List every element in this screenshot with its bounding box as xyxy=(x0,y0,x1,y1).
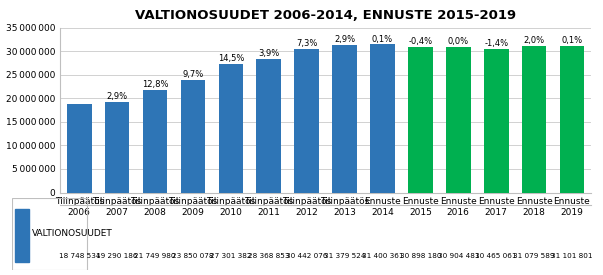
Text: -0,4%: -0,4% xyxy=(408,37,432,46)
Bar xyxy=(294,49,319,192)
Text: 2,0%: 2,0% xyxy=(523,36,545,45)
Text: 2,9%: 2,9% xyxy=(334,35,355,44)
Bar xyxy=(143,90,168,192)
Text: 0,1%: 0,1% xyxy=(561,36,582,45)
Title: VALTIONOSUUDET 2006-2014, ENNUSTE 2015-2019: VALTIONOSUUDET 2006-2014, ENNUSTE 2015-2… xyxy=(135,9,516,22)
Text: 31 101 801: 31 101 801 xyxy=(551,253,593,259)
Text: 30 898 180: 30 898 180 xyxy=(400,253,441,259)
Text: VALTIONOSUUDET: VALTIONOSUUDET xyxy=(33,229,113,238)
Bar xyxy=(446,47,470,192)
Text: 0,1%: 0,1% xyxy=(372,35,393,43)
Bar xyxy=(332,45,357,192)
Text: 2,9%: 2,9% xyxy=(107,92,128,101)
Bar xyxy=(370,45,395,192)
Text: 30 442 076: 30 442 076 xyxy=(286,253,327,259)
Text: 31 400 361: 31 400 361 xyxy=(362,253,403,259)
Bar xyxy=(484,49,508,192)
Bar xyxy=(15,209,30,262)
Text: 12,8%: 12,8% xyxy=(142,80,168,89)
Text: 0,0%: 0,0% xyxy=(447,37,469,46)
Bar xyxy=(12,198,87,270)
Text: -1,4%: -1,4% xyxy=(484,39,508,48)
Text: 19 290 186: 19 290 186 xyxy=(96,253,138,259)
Text: 9,7%: 9,7% xyxy=(182,70,204,79)
Text: 7,3%: 7,3% xyxy=(296,39,317,48)
Bar xyxy=(105,101,130,192)
Text: 31 079 589: 31 079 589 xyxy=(513,253,555,259)
Text: 31 379 524: 31 379 524 xyxy=(324,253,365,259)
Bar xyxy=(218,64,243,192)
Bar xyxy=(408,47,433,192)
Text: 14,5%: 14,5% xyxy=(218,54,244,63)
Text: 30 465 061: 30 465 061 xyxy=(475,253,517,259)
Text: 27 301 382: 27 301 382 xyxy=(210,253,251,259)
Bar xyxy=(181,80,205,192)
Text: 3,9%: 3,9% xyxy=(258,49,279,58)
Text: 21 749 980: 21 749 980 xyxy=(134,253,176,259)
Text: 28 368 853: 28 368 853 xyxy=(248,253,289,259)
Bar xyxy=(560,46,584,192)
Text: 30 904 481: 30 904 481 xyxy=(438,253,479,259)
Y-axis label: Euroa: Euroa xyxy=(0,96,2,124)
Text: 23 850 078: 23 850 078 xyxy=(172,253,213,259)
Bar xyxy=(67,104,92,192)
Bar xyxy=(256,59,281,192)
Text: 18 748 534: 18 748 534 xyxy=(58,253,100,259)
Bar xyxy=(522,46,546,192)
